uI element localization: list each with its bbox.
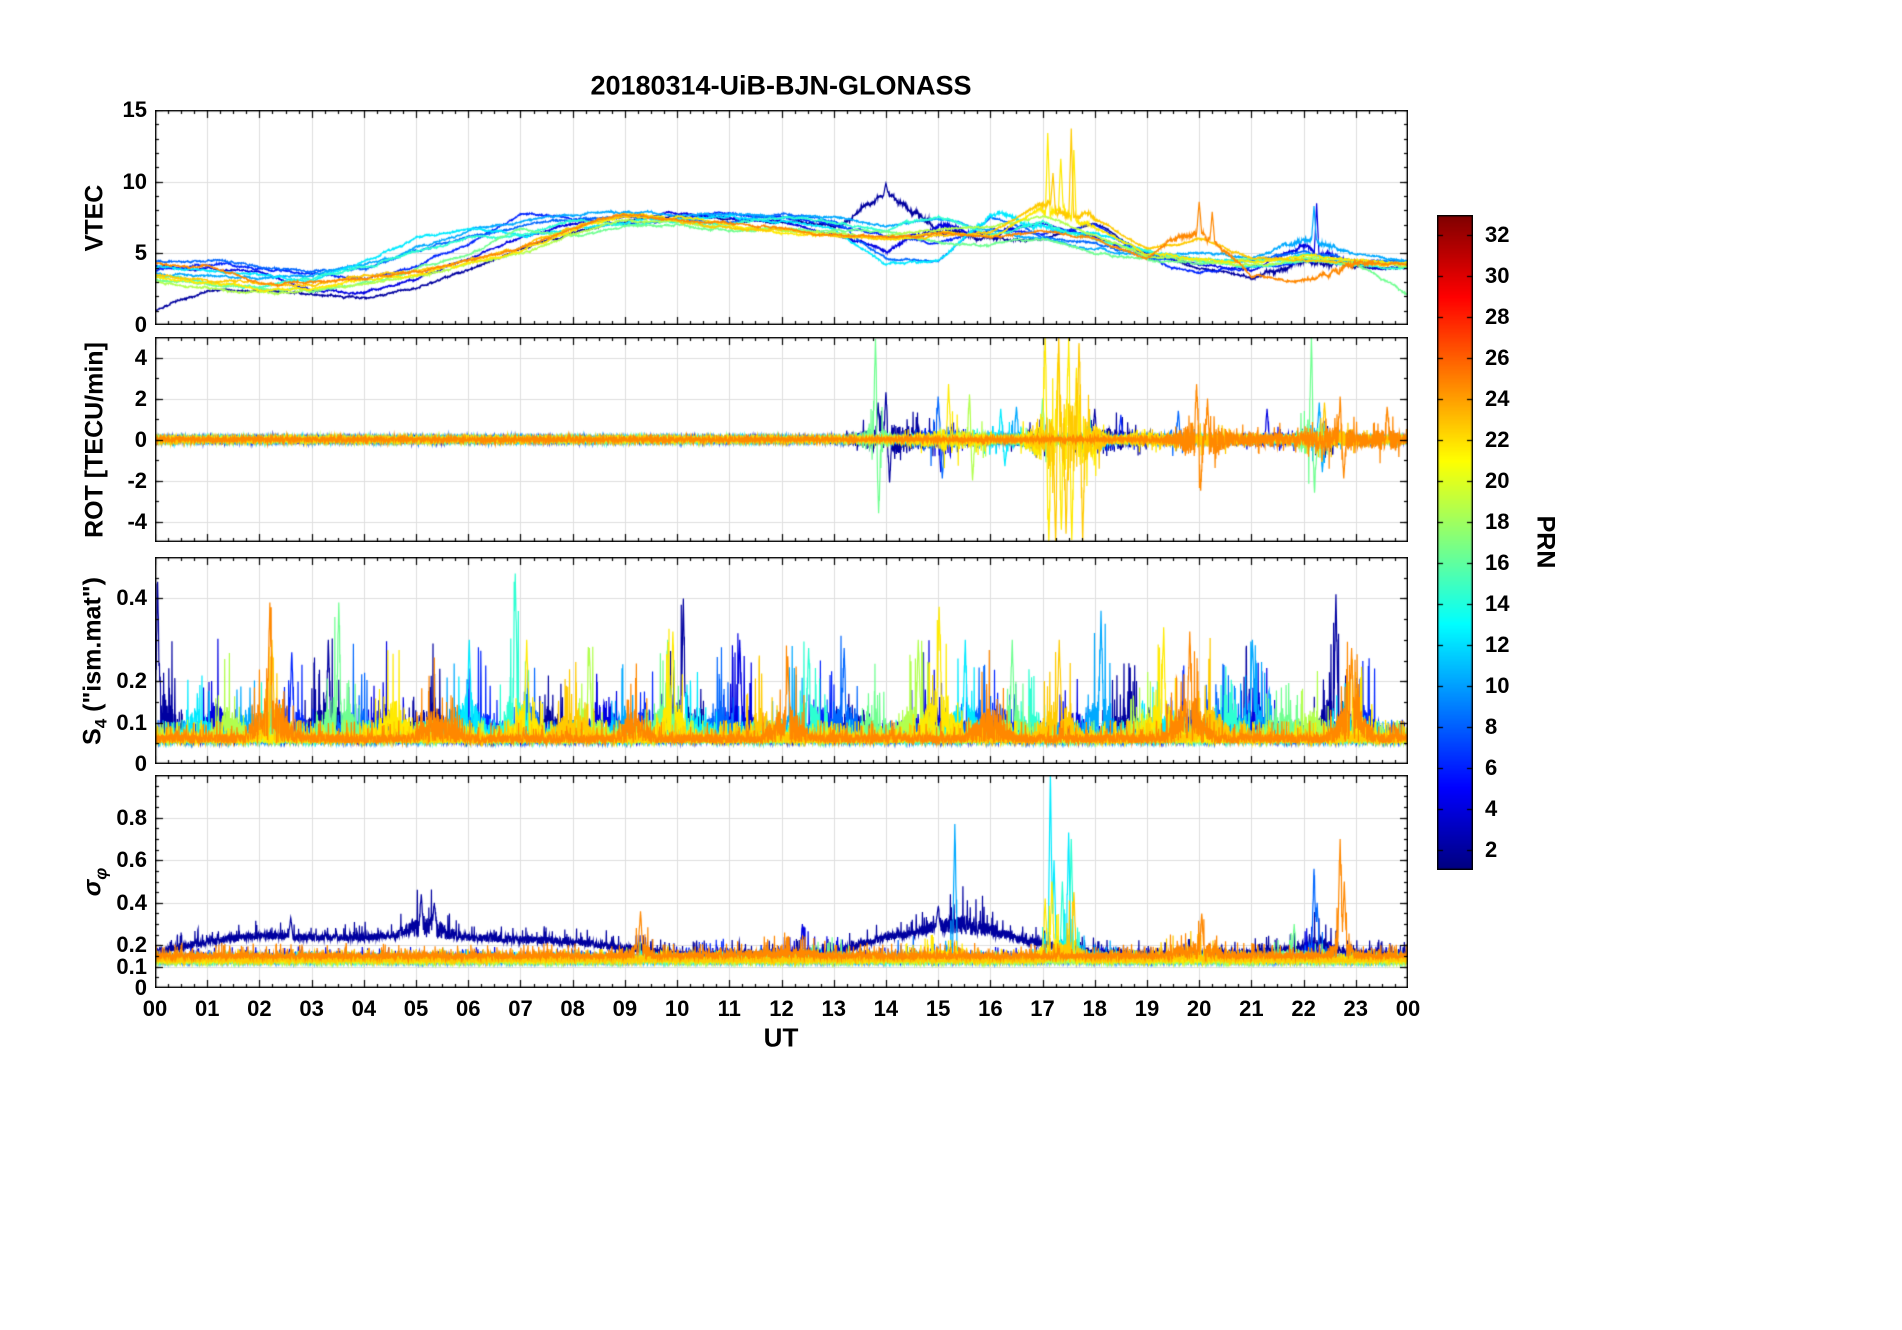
y-axis-label-sigma-phi: σφ (78, 867, 111, 896)
x-tick-label: 01 (194, 996, 220, 1021)
x-tick-label: 19 (1134, 996, 1160, 1021)
colorbar-tick-label: 18 (1485, 509, 1510, 535)
y-tick-label-sigma-phi: 0.8 (116, 804, 147, 830)
y-tick-label-s4: 0.2 (116, 668, 147, 694)
colorbar-tick-label: 2 (1485, 836, 1498, 862)
x-tick-label: 14 (873, 996, 899, 1021)
colorbar (1437, 215, 1473, 870)
x-tick-label: 11 (717, 996, 741, 1021)
y-tick-label-sigma-phi: 0.2 (116, 932, 147, 958)
panel-canvas-sigma-phi (155, 775, 1408, 988)
y-tick-label-s4: 0.1 (116, 709, 147, 735)
x-tick-label: 12 (769, 996, 794, 1021)
x-tick-label: 00 (142, 996, 168, 1021)
y-tick-label-rot: 2 (134, 385, 147, 411)
colorbar-tick-label: 10 (1485, 672, 1510, 698)
panel-canvas-vtec (155, 110, 1408, 325)
x-tick-label: 10 (664, 996, 690, 1021)
y-tick-label-rot: 4 (134, 344, 147, 370)
x-tick-label: 08 (560, 996, 585, 1021)
x-tick-label: 05 (403, 996, 429, 1021)
y-tick-label-sigma-phi: 0.4 (116, 889, 147, 915)
y-axis-label-vtec: VTEC (80, 184, 109, 251)
x-tick-label: 21 (1239, 996, 1264, 1021)
colorbar-tick-label: 22 (1485, 427, 1510, 453)
y-tick-label-sigma-phi: 0.1 (116, 953, 147, 979)
x-tick-label: 02 (247, 996, 272, 1021)
y-tick-label-rot: 0 (134, 426, 147, 452)
x-tick-label: 09 (612, 996, 638, 1021)
colorbar-tick-label: 4 (1485, 795, 1498, 821)
panel-canvas-rot (155, 337, 1408, 542)
x-axis-label: UT (763, 1022, 799, 1053)
y-axis-label-s4: S4 ("ism.mat") (78, 576, 111, 745)
y-tick-label-vtec: 10 (122, 168, 147, 194)
y-tick-label-vtec: 15 (122, 97, 147, 122)
colorbar-tick-label: 30 (1485, 263, 1510, 289)
colorbar-tick-label: 16 (1485, 549, 1510, 575)
y-tick-label-sigma-phi: 0.6 (116, 847, 147, 873)
x-tick-label: 23 (1343, 996, 1369, 1021)
colorbar-tick-label: 14 (1485, 590, 1510, 616)
x-tick-label: 16 (978, 996, 1003, 1021)
y-tick-label-vtec: 0 (134, 312, 147, 337)
x-tick-label: 06 (456, 996, 481, 1021)
x-tick-label: 13 (821, 996, 846, 1021)
colorbar-tick-label: 26 (1485, 345, 1510, 371)
y-tick-label-s4: 0.4 (116, 585, 147, 611)
y-tick-label-rot: -4 (127, 508, 147, 534)
x-tick-label: 20 (1186, 996, 1212, 1021)
colorbar-tick-label: 20 (1485, 468, 1510, 494)
y-tick-label-s4: 0 (134, 751, 147, 776)
colorbar-tick-label: 6 (1485, 754, 1498, 780)
colorbar-tick-label: 32 (1485, 222, 1510, 248)
y-tick-label-rot: -2 (127, 467, 147, 493)
colorbar-tick-label: 24 (1485, 386, 1510, 412)
x-tick-label: 00 (1395, 996, 1421, 1021)
colorbar-label: PRN (1531, 515, 1560, 569)
colorbar-tick-label: 8 (1485, 713, 1498, 739)
x-tick-label: 15 (925, 996, 951, 1021)
y-tick-label-vtec: 5 (134, 240, 147, 266)
x-tick-label: 04 (351, 996, 377, 1021)
x-tick-label: 22 (1291, 996, 1316, 1021)
y-axis-label-rot: ROT [TECU/min] (80, 341, 109, 538)
colorbar-tick-label: 12 (1485, 631, 1510, 657)
y-tick-label-sigma-phi: 0 (134, 975, 147, 1000)
x-tick-label: 03 (299, 996, 324, 1021)
colorbar-tick-label: 28 (1485, 304, 1510, 330)
chart-title: 20180314-UiB-BJN-GLONASS (590, 70, 972, 101)
panel-canvas-s4 (155, 557, 1408, 764)
x-tick-label: 18 (1082, 996, 1107, 1021)
x-tick-label: 07 (508, 996, 533, 1021)
x-tick-label: 17 (1030, 996, 1055, 1021)
